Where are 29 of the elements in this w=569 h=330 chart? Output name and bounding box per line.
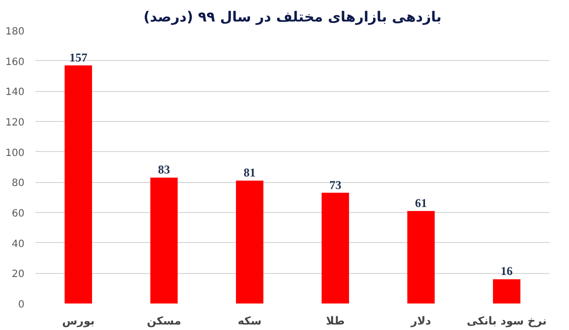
x-tick-label: نرخ سود بانکی	[466, 314, 547, 328]
data-label: 16	[500, 264, 513, 278]
y-tick-label: 160	[5, 56, 25, 68]
bar	[236, 180, 264, 304]
data-label: 157	[69, 50, 88, 64]
x-tick-label: دلار	[410, 314, 432, 328]
x-tick-label: سکه	[238, 314, 262, 328]
data-label: 73	[329, 178, 342, 192]
x-tick-label: طلا	[326, 314, 345, 328]
bar	[492, 279, 520, 304]
bar	[64, 65, 92, 304]
chart-title: بازدهی بازارهای مختلف در سال ۹۹ (درصد)	[143, 10, 442, 26]
y-tick-label: 60	[12, 208, 25, 220]
x-tick-label: مسکن	[146, 314, 182, 328]
x-tick-label: بورس	[62, 314, 95, 328]
data-label: 61	[415, 196, 427, 210]
y-tick-label: 80	[12, 178, 25, 190]
bar	[150, 178, 178, 304]
y-tick-label: 0	[18, 300, 25, 310]
y-tick-label: 20	[12, 269, 25, 280]
bar	[322, 192, 350, 304]
data-label: 83	[158, 162, 170, 177]
data-label: 81	[244, 166, 256, 180]
y-tick-label: 40	[12, 238, 25, 250]
bar	[407, 210, 435, 304]
y-tick-label: 140	[5, 87, 25, 98]
y-tick-label: 100	[5, 148, 25, 159]
y-tick-label: 120	[5, 118, 25, 128]
y-tick-label: 180	[5, 26, 25, 38]
